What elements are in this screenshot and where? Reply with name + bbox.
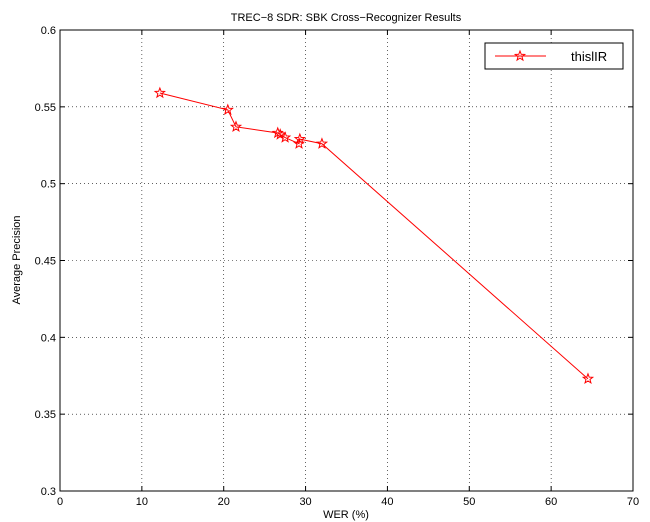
y-tick-label: 0.4	[41, 332, 56, 344]
x-tick-label: 40	[381, 496, 393, 508]
chart-title: TREC−8 SDR: SBK Cross−Recognizer Results	[231, 12, 462, 24]
y-axis-ticks: 0.3 0.35 0.4 0.45 0.5 0.55 0.6	[35, 25, 633, 498]
x-tick-label: 30	[299, 496, 311, 508]
x-tick-label: 70	[627, 496, 639, 508]
data-point	[581, 372, 595, 385]
legend: thislIR	[484, 42, 624, 70]
y-tick-label: 0.3	[41, 486, 56, 498]
data-point	[278, 131, 292, 143]
legend-swatch-marker	[513, 49, 527, 62]
data-point	[229, 120, 243, 133]
x-axis-ticks: 0 10 20 30 40 50 60 70	[57, 30, 639, 508]
data-point	[293, 132, 306, 145]
data-point	[274, 128, 287, 140]
x-tick-label: 0	[57, 496, 63, 508]
grid	[60, 30, 633, 491]
y-tick-label: 0.55	[35, 102, 56, 114]
data-point	[153, 86, 166, 99]
data-point	[221, 103, 234, 116]
y-tick-label: 0.35	[35, 409, 56, 421]
plot-area	[60, 30, 633, 491]
y-tick-label: 0.45	[35, 256, 56, 268]
data-point	[315, 137, 329, 149]
series-layer	[153, 86, 595, 385]
y-tick-label: 0.5	[41, 179, 56, 191]
legend-label: thislIR	[571, 49, 607, 64]
x-axis-label: WER (%)	[323, 509, 369, 521]
x-tick-label: 10	[136, 496, 148, 508]
x-tick-label: 20	[218, 496, 230, 508]
x-tick-label: 60	[545, 496, 557, 508]
y-axis-label: Average Precision	[11, 215, 23, 304]
x-tick-label: 50	[463, 496, 475, 508]
y-tick-label: 0.6	[41, 25, 56, 37]
